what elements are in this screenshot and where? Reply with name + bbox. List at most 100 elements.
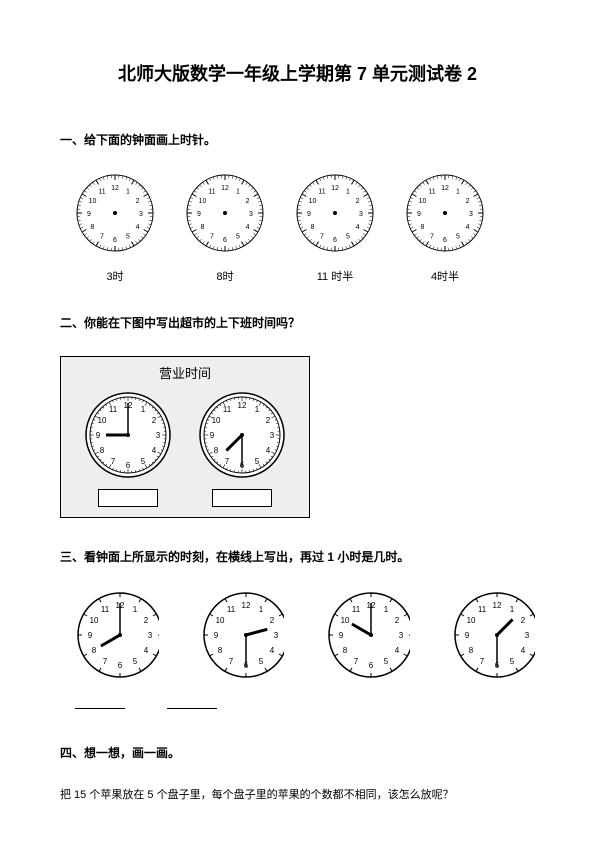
svg-text:7: 7 bbox=[224, 457, 229, 466]
svg-text:8: 8 bbox=[343, 646, 348, 655]
svg-text:1: 1 bbox=[384, 605, 389, 614]
business-title: 营业时间 bbox=[71, 363, 299, 382]
svg-text:4: 4 bbox=[269, 646, 274, 655]
svg-text:2: 2 bbox=[395, 616, 400, 625]
clock-label: 3时 bbox=[75, 268, 155, 284]
svg-text:9: 9 bbox=[88, 631, 93, 640]
svg-text:1: 1 bbox=[456, 188, 460, 195]
svg-text:3: 3 bbox=[524, 631, 529, 640]
svg-text:7: 7 bbox=[210, 234, 214, 241]
question-2: 二、你能在下图中写出超市的上下班时间吗？ 营业时间 12345678910111… bbox=[60, 314, 535, 518]
question-3: 三、看钟面上所显示的时刻，在横线上写出，再过 1 小时是几时。 12345678… bbox=[60, 548, 535, 709]
answer-blank[interactable] bbox=[75, 695, 125, 709]
svg-text:5: 5 bbox=[509, 657, 514, 666]
svg-text:8: 8 bbox=[213, 446, 218, 455]
clock-face: 123456789101112 bbox=[452, 590, 536, 680]
svg-text:1: 1 bbox=[236, 188, 240, 195]
svg-text:9: 9 bbox=[464, 631, 469, 640]
q1-heading: 一、给下面的钟面画上时针。 bbox=[60, 131, 535, 148]
svg-text:11: 11 bbox=[428, 188, 435, 195]
svg-text:2: 2 bbox=[246, 198, 250, 205]
svg-text:3: 3 bbox=[249, 211, 253, 218]
svg-text:7: 7 bbox=[354, 657, 359, 666]
svg-text:9: 9 bbox=[417, 211, 421, 218]
answer-box[interactable] bbox=[98, 489, 158, 507]
q3-blank-row bbox=[60, 695, 535, 709]
svg-text:11: 11 bbox=[98, 188, 105, 195]
clock-face: 123456789101112 bbox=[185, 173, 265, 253]
clock-face: 123456789101112 bbox=[326, 590, 410, 680]
svg-text:4: 4 bbox=[520, 646, 525, 655]
svg-text:5: 5 bbox=[236, 234, 240, 241]
svg-text:12: 12 bbox=[111, 185, 119, 192]
svg-text:7: 7 bbox=[110, 457, 115, 466]
svg-text:11: 11 bbox=[352, 605, 361, 614]
svg-text:10: 10 bbox=[211, 416, 220, 425]
svg-text:6: 6 bbox=[223, 237, 227, 244]
svg-text:2: 2 bbox=[466, 198, 470, 205]
clock-face: 123456789101112 bbox=[75, 590, 159, 680]
svg-text:9: 9 bbox=[209, 431, 214, 440]
clock-face: 123456789101112 bbox=[201, 590, 285, 680]
svg-text:10: 10 bbox=[97, 416, 106, 425]
svg-text:11: 11 bbox=[222, 405, 231, 414]
svg-text:10: 10 bbox=[89, 198, 97, 205]
svg-text:7: 7 bbox=[103, 657, 108, 666]
svg-text:1: 1 bbox=[133, 605, 138, 614]
question-1: 一、给下面的钟面画上时针。 123456789101112 1234567891… bbox=[60, 131, 535, 284]
clock-label: 8时 bbox=[185, 268, 265, 284]
svg-text:6: 6 bbox=[118, 661, 123, 670]
svg-text:9: 9 bbox=[95, 431, 100, 440]
svg-text:8: 8 bbox=[91, 224, 95, 231]
clock-label: 4时半 bbox=[405, 268, 485, 284]
svg-text:11: 11 bbox=[477, 605, 486, 614]
svg-text:8: 8 bbox=[421, 224, 425, 231]
clock-face: 123456789101112 bbox=[195, 388, 290, 483]
svg-text:2: 2 bbox=[269, 616, 274, 625]
svg-text:5: 5 bbox=[126, 234, 130, 241]
svg-text:8: 8 bbox=[311, 224, 315, 231]
svg-text:10: 10 bbox=[466, 616, 475, 625]
svg-text:2: 2 bbox=[151, 416, 156, 425]
svg-text:3: 3 bbox=[273, 631, 278, 640]
svg-text:3: 3 bbox=[269, 431, 274, 440]
svg-text:7: 7 bbox=[228, 657, 233, 666]
clock-face: 123456789101112 bbox=[75, 173, 155, 253]
svg-text:12: 12 bbox=[221, 185, 229, 192]
svg-text:8: 8 bbox=[201, 224, 205, 231]
svg-text:6: 6 bbox=[125, 461, 130, 470]
svg-text:10: 10 bbox=[215, 616, 224, 625]
svg-text:9: 9 bbox=[197, 211, 201, 218]
svg-text:4: 4 bbox=[246, 224, 250, 231]
svg-text:8: 8 bbox=[99, 446, 104, 455]
svg-text:12: 12 bbox=[241, 601, 250, 610]
svg-text:4: 4 bbox=[151, 446, 156, 455]
svg-text:6: 6 bbox=[333, 237, 337, 244]
svg-text:5: 5 bbox=[384, 657, 389, 666]
svg-text:11: 11 bbox=[101, 605, 110, 614]
svg-text:1: 1 bbox=[254, 405, 259, 414]
svg-text:9: 9 bbox=[339, 631, 344, 640]
svg-text:4: 4 bbox=[466, 224, 470, 231]
svg-text:2: 2 bbox=[136, 198, 140, 205]
svg-text:12: 12 bbox=[237, 401, 246, 410]
svg-text:2: 2 bbox=[520, 616, 525, 625]
svg-text:1: 1 bbox=[126, 188, 130, 195]
svg-text:8: 8 bbox=[217, 646, 222, 655]
svg-text:4: 4 bbox=[144, 646, 149, 655]
svg-text:11: 11 bbox=[108, 405, 117, 414]
svg-text:4: 4 bbox=[136, 224, 140, 231]
svg-text:10: 10 bbox=[309, 198, 317, 205]
q4-heading: 四、想一想，画一画。 bbox=[60, 744, 535, 761]
answer-blank[interactable] bbox=[167, 695, 217, 709]
svg-text:3: 3 bbox=[155, 431, 160, 440]
svg-text:10: 10 bbox=[419, 198, 427, 205]
svg-text:12: 12 bbox=[492, 601, 501, 610]
svg-text:5: 5 bbox=[254, 457, 259, 466]
clock-label: 11 时半 bbox=[295, 268, 375, 284]
svg-text:2: 2 bbox=[356, 198, 360, 205]
answer-box[interactable] bbox=[212, 489, 272, 507]
svg-text:6: 6 bbox=[443, 237, 447, 244]
question-4: 四、想一想，画一画。 把 15 个苹果放在 5 个盘子里，每个盘子里的苹果的个数… bbox=[60, 744, 535, 802]
svg-text:1: 1 bbox=[346, 188, 350, 195]
